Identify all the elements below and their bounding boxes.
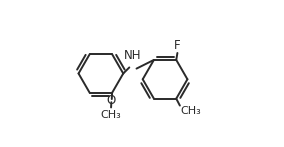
Text: CH₃: CH₃ bbox=[100, 110, 121, 120]
Text: O: O bbox=[107, 94, 116, 107]
Text: F: F bbox=[174, 39, 181, 52]
Text: CH₃: CH₃ bbox=[181, 106, 201, 116]
Text: NH: NH bbox=[124, 49, 142, 62]
